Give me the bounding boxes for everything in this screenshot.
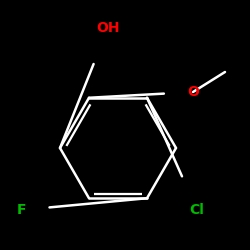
- Text: O: O: [187, 85, 199, 99]
- Text: F: F: [17, 203, 27, 217]
- Text: Cl: Cl: [190, 203, 204, 217]
- Text: OH: OH: [96, 21, 120, 35]
